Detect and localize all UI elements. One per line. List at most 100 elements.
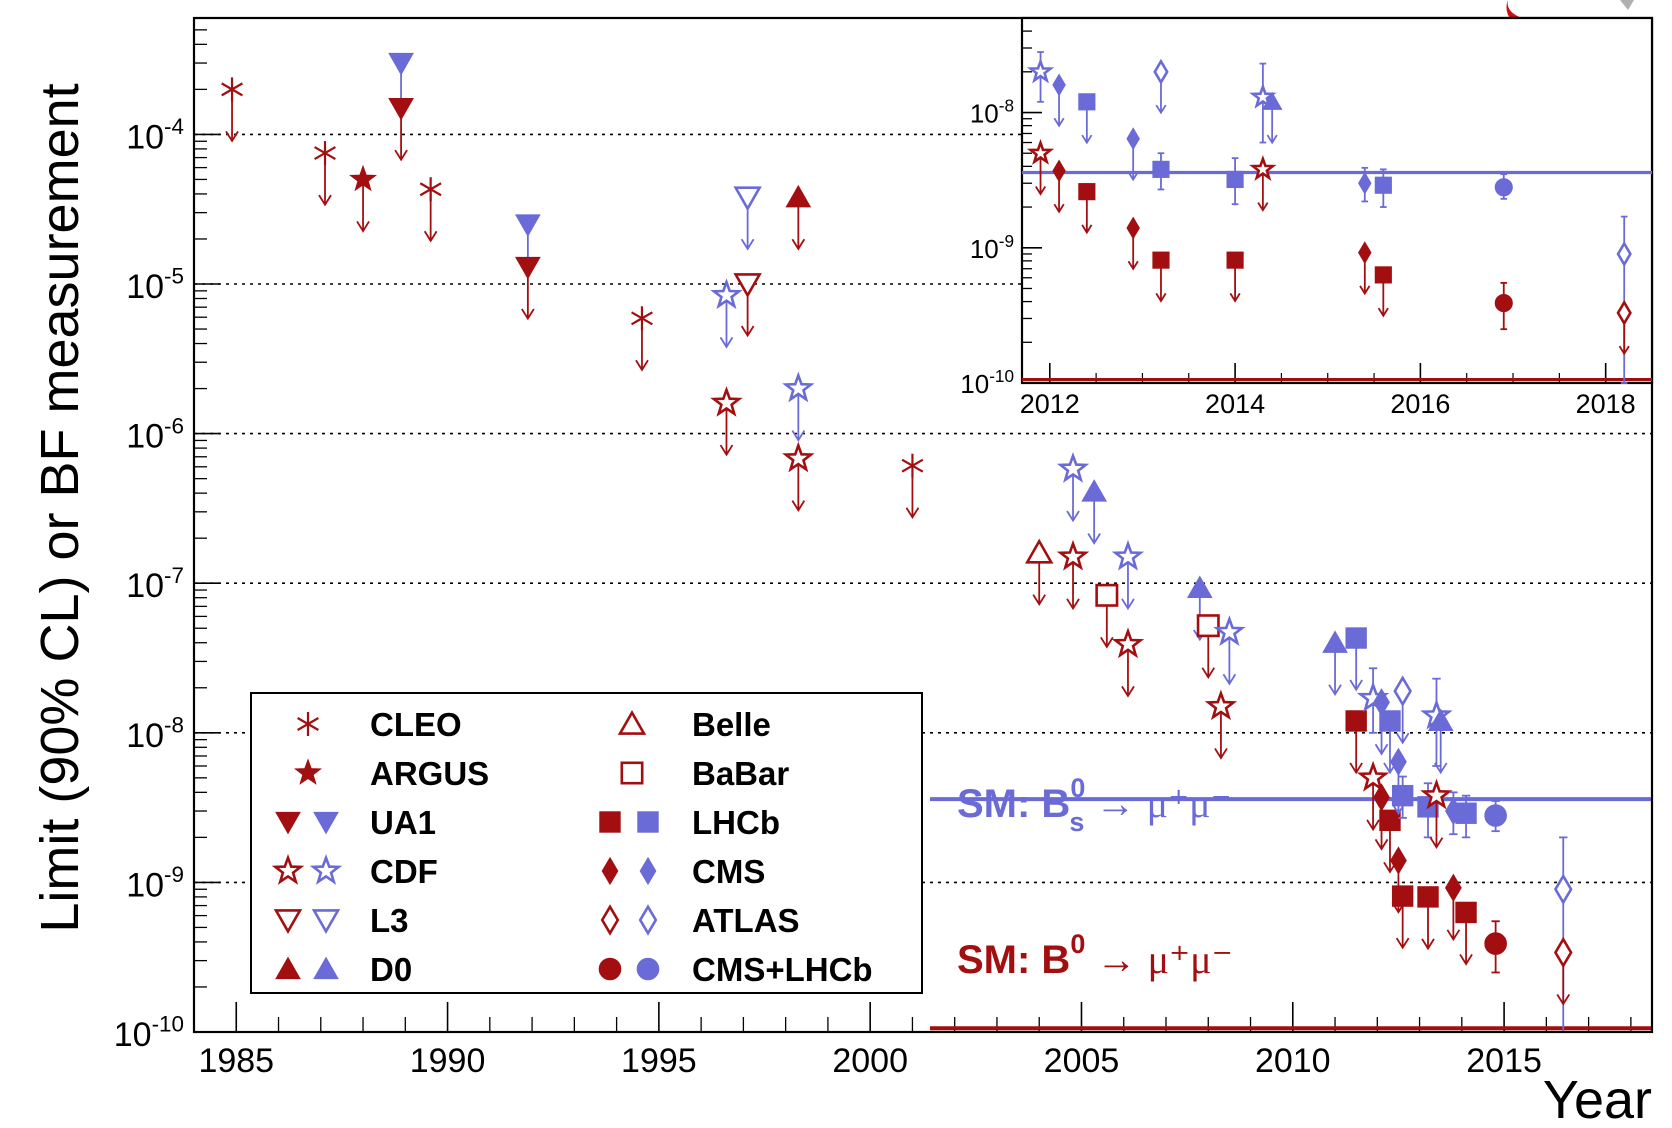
sm-bs-label: SM: B0 s → μ⁺μ⁻	[957, 773, 1232, 837]
legend-marker-bs	[636, 957, 660, 981]
limit-arrow-head	[791, 238, 806, 251]
square-filled-marker	[1374, 266, 1392, 284]
limit-arrow-head	[719, 336, 734, 349]
tri-down-filled-marker	[388, 52, 414, 76]
inset-point-21	[1494, 281, 1513, 331]
diamond-filled-marker	[1444, 873, 1462, 903]
tri-down-filled-marker	[514, 214, 541, 237]
diamond-filled-marker	[1052, 159, 1066, 183]
limit-arrow-head	[1328, 684, 1342, 697]
inset-point-2	[1052, 73, 1066, 128]
inset-point-17	[1358, 241, 1372, 296]
main-point-14	[782, 371, 815, 442]
main-point-25	[1196, 614, 1220, 679]
limit-arrow-head	[1121, 598, 1135, 611]
y-tick-label: 10-5	[126, 264, 184, 306]
tri-up-open-marker	[1024, 538, 1054, 564]
square-filled-marker	[1455, 901, 1477, 924]
y-tick-label: 10-7	[126, 563, 184, 605]
circle-filled-marker	[1484, 804, 1507, 827]
y-axis-label: Limit (90% CL) or BF measurement	[30, 83, 90, 932]
main-point-27	[1204, 689, 1238, 760]
limit-arrow-head	[1429, 837, 1444, 849]
circle-filled-marker	[1494, 294, 1513, 313]
asterisk-marker	[901, 453, 924, 478]
square-filled-marker	[1455, 802, 1477, 824]
main-point-45	[1427, 708, 1454, 775]
main-point-46	[1420, 778, 1453, 849]
legend-label: ARGUS	[370, 755, 489, 792]
main-point-39	[1393, 675, 1412, 745]
limit-arrow-head	[1087, 533, 1101, 545]
limit-arrow-head	[1081, 224, 1093, 235]
inset-point-14	[1261, 91, 1283, 145]
main-point-15	[782, 441, 815, 512]
limit-arrow-head	[1266, 134, 1278, 145]
main-point-5	[419, 177, 442, 243]
main-point-4	[388, 97, 414, 162]
legend-entry-babar: BaBar	[620, 755, 789, 792]
x-tick-label: 2015	[1466, 1042, 1542, 1080]
main-point-17	[1024, 538, 1054, 606]
main-point-32	[1356, 760, 1390, 832]
legend-marker-bs	[639, 856, 657, 886]
main-point-7	[514, 256, 541, 321]
star-open-marker	[1056, 451, 1090, 483]
legend-marker-b0	[601, 856, 619, 886]
legend-marker-bs	[313, 956, 339, 980]
diamond-filled-marker	[1126, 127, 1140, 151]
inset-point-18	[1374, 168, 1392, 208]
main-point-19	[1056, 539, 1090, 611]
limit-arrow-head	[1201, 667, 1216, 679]
star-open-marker	[710, 278, 743, 310]
limit-arrow-head	[1366, 819, 1380, 832]
limit-arrow-head	[1229, 292, 1241, 303]
square-filled-marker	[1226, 251, 1244, 269]
legend-label: CLEO	[370, 706, 462, 743]
star-open-marker	[1056, 539, 1090, 571]
limit-arrow-head	[1053, 203, 1065, 214]
limit-arrow-head	[1066, 598, 1080, 611]
diamond-filled-marker	[1126, 216, 1140, 240]
main-point-50	[1455, 901, 1477, 966]
star-open-marker	[1420, 778, 1453, 810]
legend-entry-cleo: CLEO	[297, 706, 462, 743]
legend-label: L3	[370, 902, 409, 939]
data-points	[221, 52, 1573, 1033]
star-open-marker	[1111, 627, 1145, 659]
main-point-1	[314, 141, 336, 207]
legend-marker-bs	[309, 853, 343, 885]
legend-marker	[297, 712, 319, 736]
diamond-filled-marker	[1373, 783, 1390, 812]
legend-label: UA1	[370, 804, 436, 841]
legend-entry-lhcb: LHCb	[599, 804, 780, 841]
inset-point-19	[1374, 266, 1392, 318]
limit-arrow-head	[1377, 307, 1389, 318]
legend-label: ATLAS	[692, 902, 800, 939]
tri-up-filled-marker	[785, 184, 812, 208]
legend-label: CDF	[370, 853, 438, 890]
legend-label: Belle	[692, 706, 771, 743]
main-point-18	[1056, 451, 1090, 523]
diamond-filled-marker	[1390, 747, 1407, 776]
main-point-51	[1484, 800, 1507, 833]
limit-arrow-head	[1395, 937, 1410, 950]
inset-point-15	[1249, 155, 1277, 212]
limit-arrow-head	[1035, 186, 1047, 196]
limit-arrow-head	[318, 194, 332, 207]
legend-marker-b0	[600, 904, 620, 936]
main-point-8	[631, 306, 653, 372]
square-open-marker	[1095, 583, 1119, 607]
diamond-open-marker	[1393, 675, 1412, 707]
circle-filled-marker	[1494, 178, 1513, 197]
legend-entry-l3: L3	[273, 902, 409, 939]
inset-frame	[1020, 16, 1654, 385]
main-point-52	[1484, 920, 1507, 974]
legend-marker-b0	[271, 853, 305, 885]
inset-y-tick-label: 10-8	[970, 96, 1014, 129]
x-tick-label: 2010	[1255, 1042, 1331, 1080]
diamond-filled-marker	[1052, 73, 1066, 97]
limit-arrow-head	[1374, 743, 1389, 756]
limit-arrow-head	[1618, 345, 1630, 356]
limit-arrow-head	[1349, 762, 1363, 775]
